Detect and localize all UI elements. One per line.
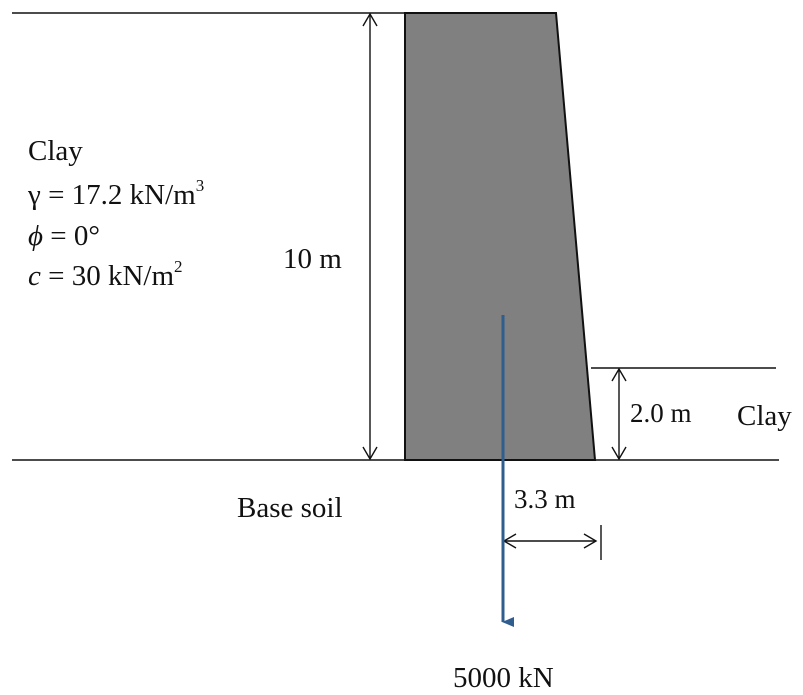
retaining-wall	[404, 12, 597, 461]
wall-height-dimension	[362, 12, 378, 461]
cohesion-label: c = 30 kN/m2	[28, 258, 183, 292]
unit-weight-value: = 17.2 kN/m	[48, 179, 196, 211]
cohesion-exponent: 2	[174, 257, 183, 276]
gamma-symbol: γ	[28, 179, 41, 211]
friction-angle-value: = 0°	[50, 220, 100, 252]
wall-height-label: 10 m	[283, 243, 342, 275]
unit-weight-label: γ = 17.2 kN/m3	[28, 177, 204, 211]
embedment-dimension	[611, 367, 627, 461]
phi-symbol: ϕ	[28, 220, 44, 252]
left-soil-name: Clay	[28, 135, 83, 167]
base-soil-label: Base soil	[237, 492, 343, 524]
right-soil-label: Clay	[737, 400, 792, 432]
embedment-label: 2.0 m	[630, 398, 692, 428]
eccentricity-dimension	[502, 525, 602, 560]
unit-weight-exponent: 3	[195, 176, 205, 195]
cohesion-symbol: c	[28, 260, 41, 292]
eccentricity-label: 3.3 m	[514, 484, 576, 514]
load-label: 5000 kN	[453, 662, 554, 694]
cohesion-value: = 30 kN/m	[48, 260, 175, 292]
friction-angle-label: ϕ = 0°	[28, 222, 100, 251]
